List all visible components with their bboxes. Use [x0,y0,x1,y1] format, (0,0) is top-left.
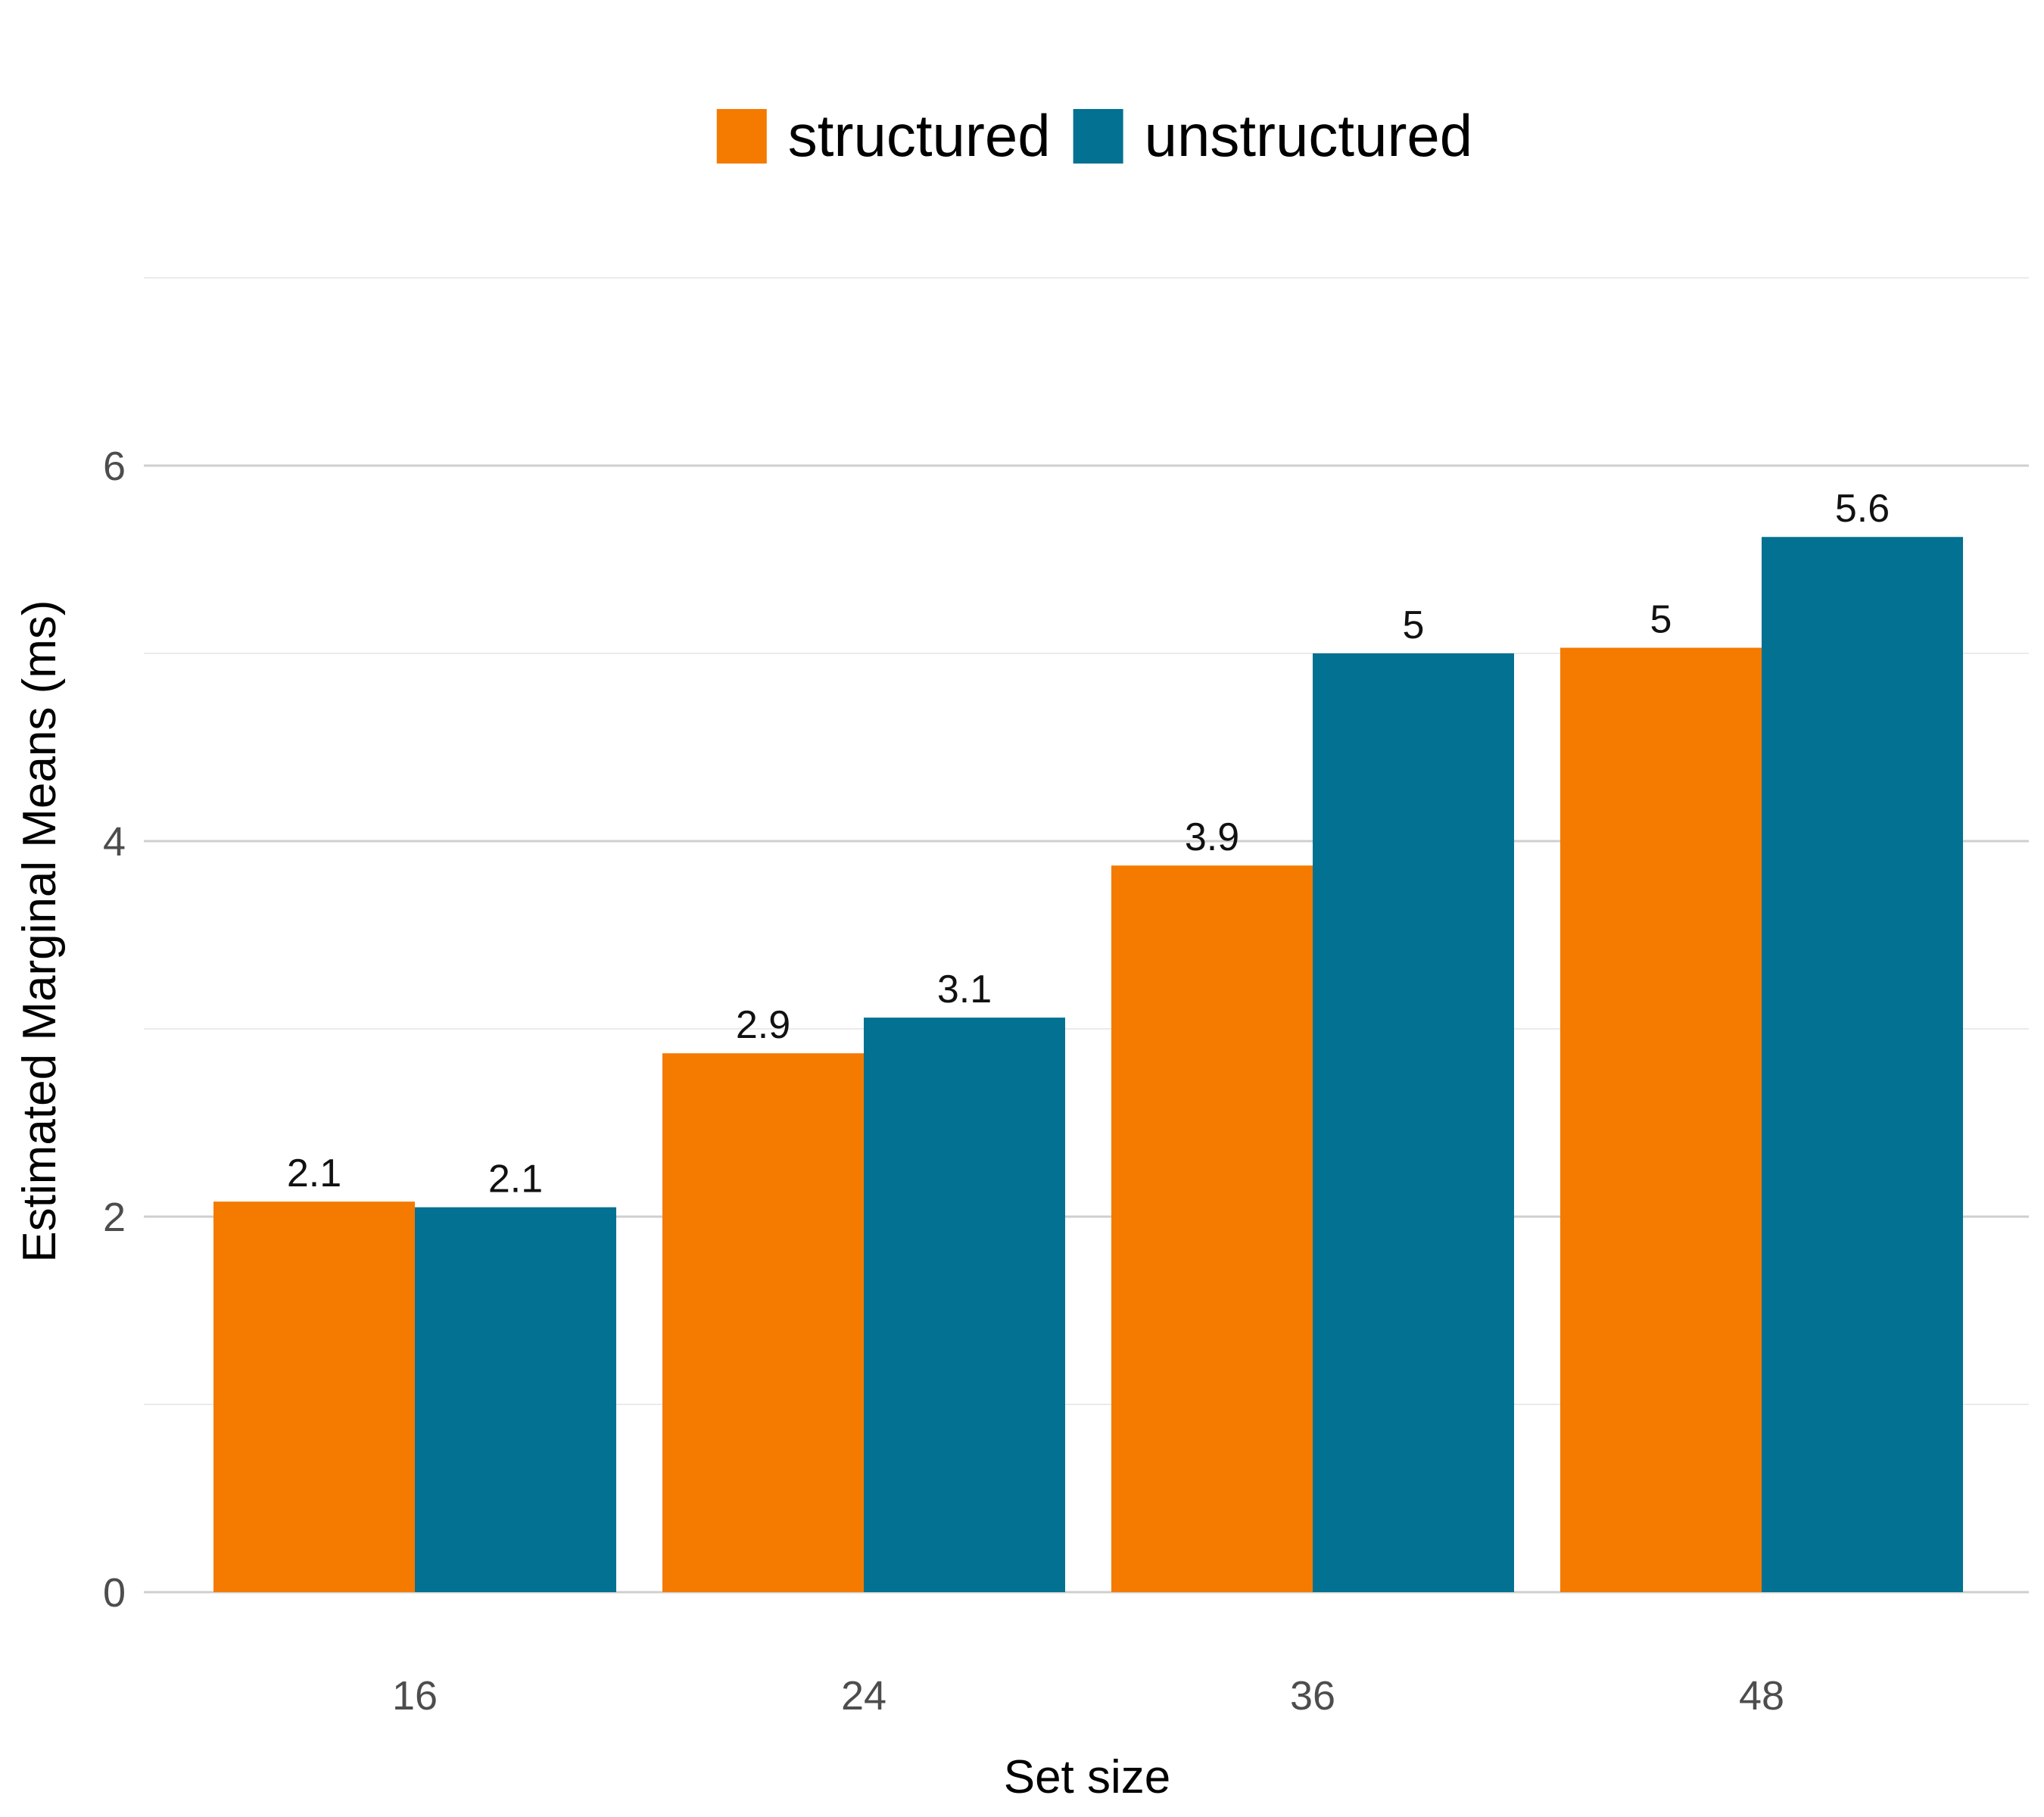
bar-unstructured-36 [1313,653,1514,1592]
bar-labels: 2.1 2.9 3.9 5 2.1 3.1 5 5.6 [287,487,1890,1201]
x-tick-label: 16 [392,1673,438,1719]
bar-value-label: 2.1 [488,1158,543,1201]
y-tick-label: 2 [103,1195,126,1240]
legend-swatch-unstructured [1073,109,1123,164]
x-axis-ticks: 16 24 36 48 [392,1673,1784,1719]
y-tick-label: 4 [103,819,126,865]
bar-structured-36 [1111,865,1313,1592]
y-tick-label: 6 [103,444,126,489]
bar-value-label: 2.9 [736,1003,790,1047]
x-tick-label: 48 [1739,1673,1784,1719]
bars [213,537,1963,1592]
x-axis-title: Set size [1004,1751,1171,1803]
bar-value-label: 5.6 [1835,487,1890,531]
legend-swatch-structured [716,109,767,164]
y-axis-ticks: 0 2 4 6 [103,444,126,1616]
bar-value-label: 3.1 [937,968,992,1011]
legend-label-unstructured: unstructured [1145,102,1473,169]
bar-structured-16 [213,1201,415,1592]
legend-label-structured: structured [788,102,1051,169]
bar-structured-48 [1560,647,1762,1592]
bar-structured-24 [662,1053,864,1592]
y-tick-label: 0 [103,1570,126,1616]
y-axis-title: Estimated Marginal Means (ms) [14,600,66,1262]
bar-unstructured-16 [415,1207,616,1592]
bar-value-label: 5 [1403,603,1425,647]
bar-unstructured-48 [1762,537,1963,1592]
bar-value-label: 2.1 [287,1152,341,1195]
x-tick-label: 24 [841,1673,886,1719]
legend: structured unstructured [716,102,1473,169]
bar-value-label: 3.9 [1185,815,1239,859]
x-tick-label: 36 [1290,1673,1335,1719]
bar-unstructured-24 [864,1018,1065,1592]
bar-value-label: 5 [1650,598,1672,642]
